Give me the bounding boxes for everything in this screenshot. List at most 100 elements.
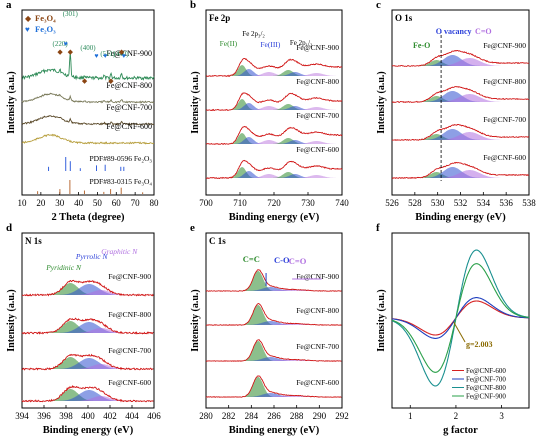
fit-envelope (392, 86, 530, 104)
y-axis-label: Intensity (a.u.) (190, 289, 201, 352)
component-fill (242, 305, 274, 325)
peak-label: (220) (53, 40, 69, 48)
component-fill (278, 72, 312, 76)
x-tick-label: 60 (112, 198, 122, 208)
xrd-curve (21, 92, 155, 104)
diamond-icon: ◆ (68, 48, 74, 56)
panel-title: C 1s (209, 236, 226, 246)
panel-letter: c (376, 0, 381, 11)
y-axis-label: Intensity (a.u.) (376, 289, 387, 352)
component-fill (278, 174, 312, 178)
x-tick-label: 710 (233, 198, 247, 208)
fit-envelope (205, 302, 342, 326)
series-label: Fe@CNF-600 (296, 378, 339, 387)
component-fill (250, 72, 288, 76)
component-fill (438, 94, 501, 102)
fit-envelope (205, 375, 342, 398)
component-fill (74, 396, 128, 401)
x-tick-label: 10 (18, 198, 28, 208)
component-fill (242, 377, 274, 397)
xrd-curve (21, 114, 155, 126)
legend-label: Fe@CNF-600 (466, 367, 506, 375)
annotation: C-O (274, 255, 290, 265)
series-label: Fe@CNF-700 (296, 342, 339, 351)
component-fill (234, 103, 264, 110)
x-tick-label: 402 (103, 411, 117, 421)
x-tick-label: 700 (199, 198, 213, 208)
x-tick-label: 2 (454, 411, 459, 421)
x-tick-label: 284 (245, 411, 259, 421)
x-axis-label: Binding energy (eV) (415, 212, 506, 223)
x-tick-label: 394 (15, 411, 29, 421)
epr-curve (391, 249, 530, 387)
series-label: Fe@CNF-800 (296, 306, 339, 315)
x-tick-label: 538 (522, 198, 536, 208)
series-label: Fe@CNF-600 (108, 378, 151, 387)
series-label: Fe@CNF-600 (483, 153, 526, 162)
panel-letter: e (190, 222, 195, 234)
x-tick-label: 292 (335, 411, 349, 421)
annotation: Pyridinic N (45, 263, 82, 272)
fit-envelope (205, 339, 342, 362)
component-fill (296, 141, 337, 144)
series-label: Fe@CNF-700 (106, 103, 152, 112)
x-tick-label: 286 (267, 411, 281, 421)
component-fill (278, 106, 312, 110)
panel-letter: b (190, 0, 196, 11)
component-fill (250, 174, 288, 178)
heart-icon: ♥ (103, 52, 107, 60)
component-fill (296, 175, 337, 178)
x-tick-label: 400 (81, 411, 95, 421)
series-label: Fe@CNF-900 (108, 272, 151, 281)
x-axis-label: Binding energy (eV) (229, 425, 320, 436)
x-tick-label: 20 (36, 198, 46, 208)
panel-c: c 526 528 530 532 534 536 538 Binding energy (eV… (376, 0, 536, 223)
x-tick-label: 526 (385, 198, 399, 208)
legend-label: Fe@CNF-900 (466, 393, 506, 401)
heart-icon: ♥ (94, 52, 98, 60)
peak-label: (400) (80, 44, 96, 52)
component-fill (438, 58, 501, 66)
epr-curve (391, 297, 529, 339)
peak-label: (511) (100, 50, 116, 58)
annotation: O vacancy (436, 27, 472, 36)
fit-envelope (21, 279, 154, 297)
x-axis-label: g factor (443, 425, 478, 436)
diamond-icon: ◆ (57, 48, 63, 56)
x-tick-label: 3 (499, 411, 504, 421)
epr-curve (391, 263, 529, 373)
reference-label: PDF#89-0596 Fe₂O₃ (89, 154, 152, 163)
series-label: Fe@CNF-800 (483, 77, 526, 86)
series-label: Fe@CNF-700 (108, 346, 151, 355)
x-tick-label: 290 (313, 411, 327, 421)
fit-envelope (21, 384, 154, 403)
annotation: Pyrrolic N (75, 252, 109, 261)
fit-envelope (391, 161, 530, 180)
annotation: Fe(II) (220, 39, 238, 48)
heart-icon: ♥ (122, 52, 126, 60)
fit-envelope (21, 317, 154, 335)
peak-label: (301) (63, 10, 79, 18)
x-tick-label: 406 (147, 411, 161, 421)
diamond-icon: ◆ (82, 77, 88, 85)
panel-e: e 280 282 284 286 288 290 292 Binding energy (eV… (190, 222, 349, 436)
panel-title: N 1s (25, 236, 42, 246)
component-fill (234, 69, 264, 76)
x-tick-label: 530 (431, 198, 445, 208)
x-tick-label: 404 (125, 411, 139, 421)
diamond-icon: ◆ (25, 14, 32, 23)
x-tick-label: 740 (335, 198, 349, 208)
x-tick-label: 536 (499, 198, 513, 208)
series-label: Fe@CNF-700 (483, 115, 526, 124)
component-fill (250, 106, 288, 110)
reference-label: PDF#83-0315 Fe₃O₄ (89, 177, 152, 186)
x-axis-label: Binding energy (eV) (229, 212, 320, 223)
annotation: C=O (289, 256, 307, 266)
arrow-icon (453, 321, 466, 343)
diamond-icon: ◆ (108, 77, 114, 85)
component-fill (74, 290, 128, 295)
x-tick-label: 730 (301, 198, 315, 208)
panel-letter: d (6, 222, 12, 234)
